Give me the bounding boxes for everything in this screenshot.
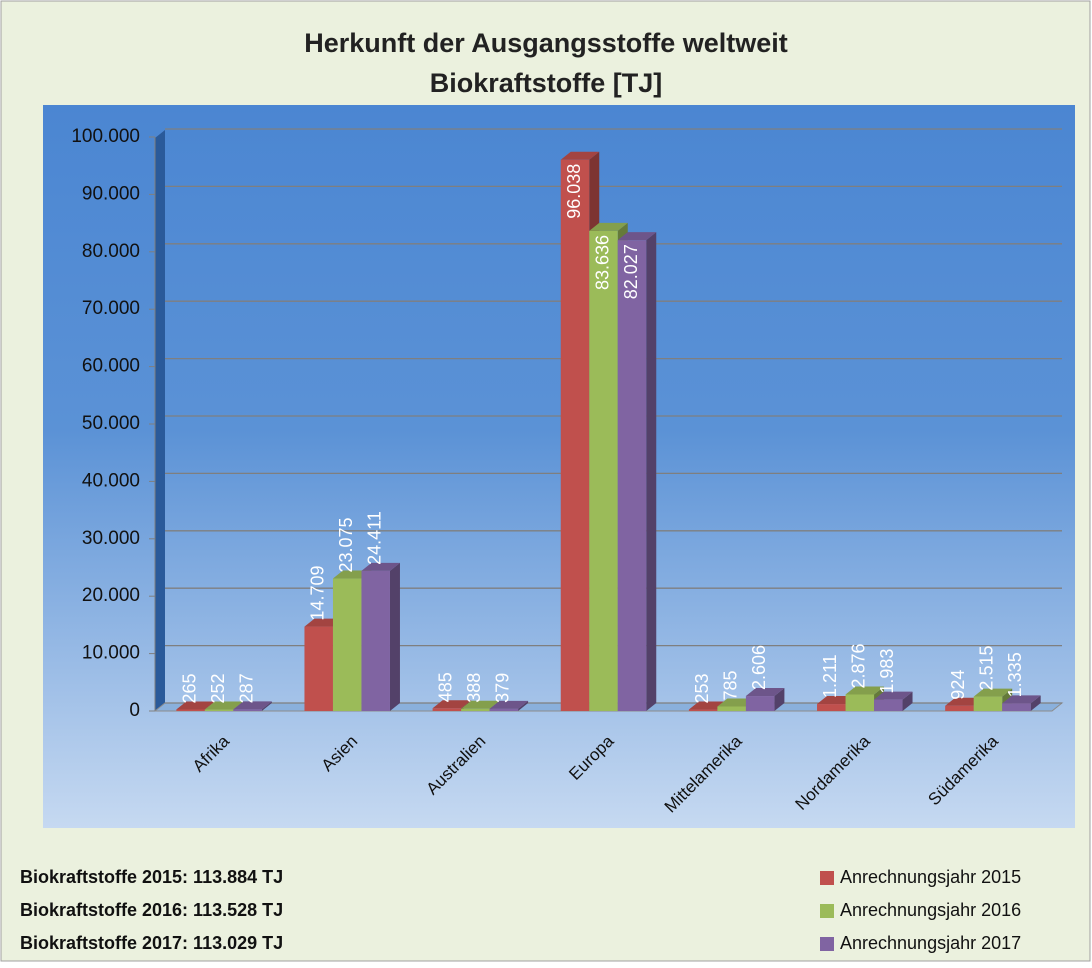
- bar-front: [817, 704, 846, 711]
- bar: [874, 691, 913, 711]
- plot-area: [43, 105, 1075, 828]
- bar-top: [204, 701, 244, 710]
- bar-top: [461, 700, 500, 709]
- legend-swatch: [820, 871, 834, 885]
- bar-front: [461, 708, 490, 711]
- legend-swatch: [820, 937, 834, 951]
- value-label: 2.606: [749, 645, 769, 690]
- bar-side: [261, 701, 272, 711]
- annotation: Biokraftstoffe 2015: 113.884 TJ: [20, 867, 283, 887]
- value-label: 83.636: [592, 235, 612, 290]
- bar-top: [589, 222, 628, 231]
- bar-top: [845, 686, 885, 695]
- value-label: 96.038: [564, 164, 584, 219]
- annotation: Biokraftstoffe 2017: 113.029 TJ: [20, 933, 283, 953]
- value-label: 265: [179, 673, 199, 703]
- value-label: 14.709: [307, 566, 327, 621]
- bar-top: [361, 562, 400, 571]
- legend-label: Anrechnungsjahr 2016: [840, 900, 1021, 920]
- bar-top: [874, 691, 913, 700]
- chart-title: Herkunft der Ausgangsstoffe weltweit: [304, 28, 788, 58]
- bar-top: [617, 232, 657, 241]
- bar-front: [204, 709, 234, 711]
- y-tick-label: 0: [129, 700, 140, 721]
- value-label: 287: [236, 673, 256, 703]
- y-tick-label: 100.000: [71, 126, 140, 147]
- bar-front: [717, 706, 746, 711]
- bar-front: [176, 709, 205, 711]
- bar-side: [389, 562, 400, 711]
- bar-top: [560, 151, 600, 160]
- value-label: 23.075: [336, 517, 356, 572]
- chart-subtitle: Biokraftstoffe [TJ]: [430, 68, 663, 98]
- bar: [361, 562, 400, 711]
- value-label: 1.335: [1005, 652, 1025, 697]
- value-label: 82.027: [621, 244, 641, 299]
- bar-front: [589, 230, 618, 711]
- bar: [617, 232, 657, 711]
- bar: [1002, 695, 1041, 711]
- bar-top: [745, 688, 785, 697]
- bar-front: [304, 626, 333, 711]
- y-tick-label: 50.000: [82, 413, 140, 434]
- y-tick-label: 80.000: [82, 241, 140, 262]
- value-label: 2.876: [849, 643, 869, 688]
- bar-side: [774, 688, 785, 711]
- value-label: 253: [692, 674, 712, 704]
- bar-front: [233, 709, 262, 711]
- y-tick-label: 60.000: [82, 356, 140, 377]
- bar-side: [518, 700, 529, 711]
- y-tick-label: 90.000: [82, 183, 140, 204]
- bar-top: [176, 701, 215, 710]
- legend-swatch: [820, 904, 834, 918]
- y-tick-label: 30.000: [82, 528, 140, 549]
- bar: [489, 700, 529, 711]
- bar: [745, 688, 785, 711]
- bar-front: [945, 705, 974, 711]
- value-label: 252: [208, 674, 228, 704]
- bar: [233, 701, 272, 711]
- bar-front: [617, 240, 647, 711]
- bar-side: [1030, 695, 1041, 711]
- annotation: Biokraftstoffe 2016: 113.528 TJ: [20, 900, 283, 920]
- bar-front: [745, 696, 775, 711]
- value-label: 924: [948, 670, 968, 700]
- value-label: 1.983: [877, 649, 897, 694]
- bar-side: [646, 232, 657, 711]
- value-label: 2.515: [977, 646, 997, 691]
- value-label: 1.211: [820, 654, 840, 698]
- bar-front: [1002, 703, 1031, 711]
- bar-top: [233, 701, 272, 710]
- value-label: 379: [493, 673, 513, 703]
- bar-side: [902, 691, 913, 711]
- y-tick-label: 10.000: [82, 643, 140, 664]
- bar-front: [332, 578, 362, 711]
- legend-label: Anrechnungsjahr 2015: [840, 867, 1021, 887]
- bar-front: [874, 699, 903, 711]
- bar-top: [489, 700, 529, 709]
- value-label: 785: [720, 670, 740, 700]
- bar-front: [560, 159, 590, 711]
- bar-top: [1002, 695, 1041, 704]
- y-tick-label: 20.000: [82, 585, 140, 606]
- value-label: 24.411: [364, 511, 384, 565]
- bar-front: [361, 570, 390, 711]
- bar-front: [489, 708, 519, 711]
- y-tick-label: 70.000: [82, 298, 140, 319]
- bar-front: [845, 694, 875, 711]
- y-tick-label: 40.000: [82, 470, 140, 491]
- bar-front: [688, 709, 718, 711]
- bar-front: [432, 708, 462, 711]
- bar-front: [973, 696, 1003, 711]
- value-label: 388: [464, 673, 484, 703]
- bar-top: [432, 700, 472, 709]
- value-label: 485: [436, 672, 456, 702]
- bar-top: [973, 688, 1013, 697]
- left-wall: [155, 130, 165, 711]
- legend-label: Anrechnungsjahr 2017: [840, 933, 1021, 953]
